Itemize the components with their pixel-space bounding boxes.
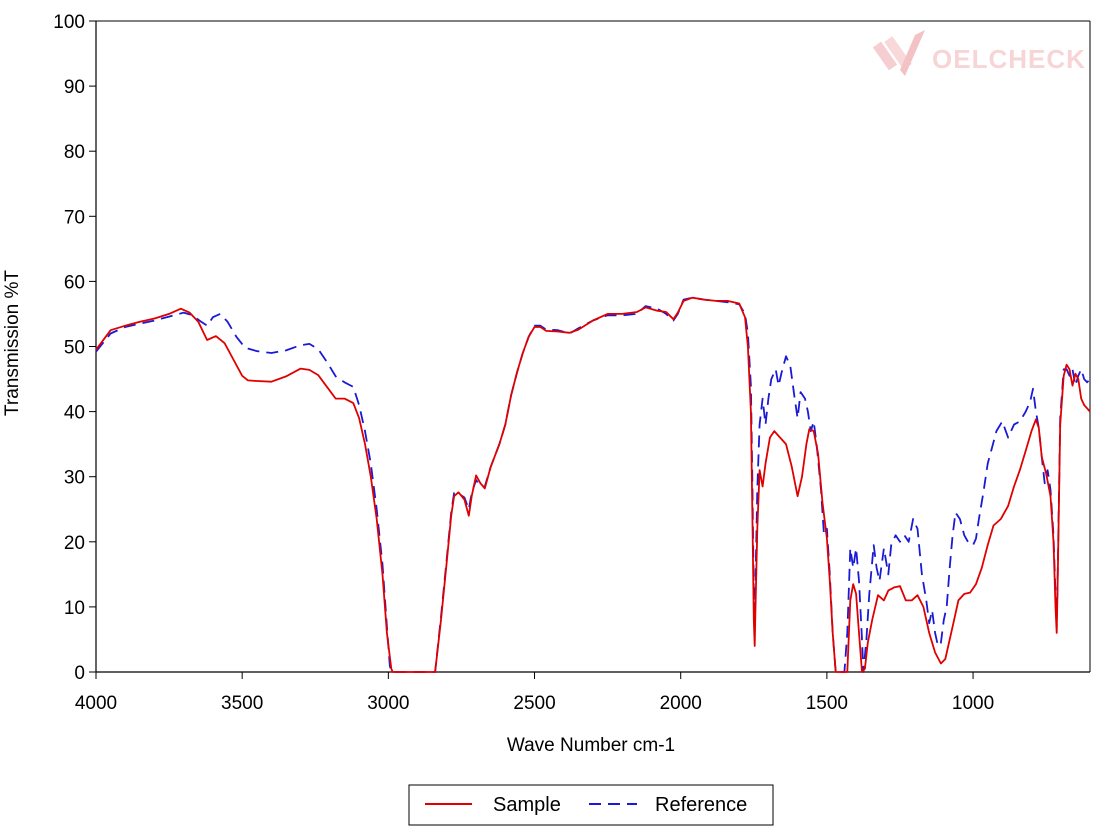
plot-area — [95, 20, 1091, 673]
watermark-text: OELCHECK — [932, 44, 1086, 74]
x-axis-title: Wave Number cm-1 — [507, 735, 675, 756]
y-tick-label: 90 — [64, 77, 85, 98]
x-tick-label: 4000 — [75, 693, 117, 714]
y-tick-label: 80 — [64, 142, 85, 163]
y-tick-label: 0 — [74, 663, 85, 684]
y-tick-label: 50 — [64, 338, 85, 359]
y-tick-label: 60 — [64, 272, 85, 293]
legend-label-sample: Sample — [493, 794, 561, 816]
y-tick-label: 40 — [64, 403, 85, 424]
series-group — [95, 296, 1091, 673]
y-tick-label: 100 — [53, 12, 85, 33]
y-tick-label: 10 — [64, 598, 85, 619]
oelcheck-watermark: OELCHECK — [872, 30, 1086, 76]
x-axis-ticks: 4000 3500 3000 2500 2000 1500 1000 — [75, 672, 994, 714]
legend: Sample Reference — [408, 784, 774, 826]
y-axis-title: Transmission %T — [2, 270, 23, 416]
x-tick-label: 3500 — [221, 693, 263, 714]
x-tick-label: 2000 — [660, 693, 702, 714]
x-tick-label: 1000 — [952, 693, 994, 714]
y-tick-label: 30 — [64, 468, 85, 489]
legend-label-reference: Reference — [655, 794, 747, 816]
y-tick-label: 70 — [64, 207, 85, 228]
series-line-reference — [95, 296, 1091, 673]
x-tick-label: 3000 — [367, 693, 409, 714]
series-line-sample — [95, 296, 1091, 673]
y-tick-label: 20 — [64, 533, 85, 554]
x-tick-label: 1500 — [806, 693, 848, 714]
y-axis-ticks: 0 10 20 30 40 50 60 70 80 90 100 — [53, 12, 96, 684]
oelcheck-logo-icon — [872, 30, 925, 76]
x-tick-label: 2500 — [513, 693, 555, 714]
